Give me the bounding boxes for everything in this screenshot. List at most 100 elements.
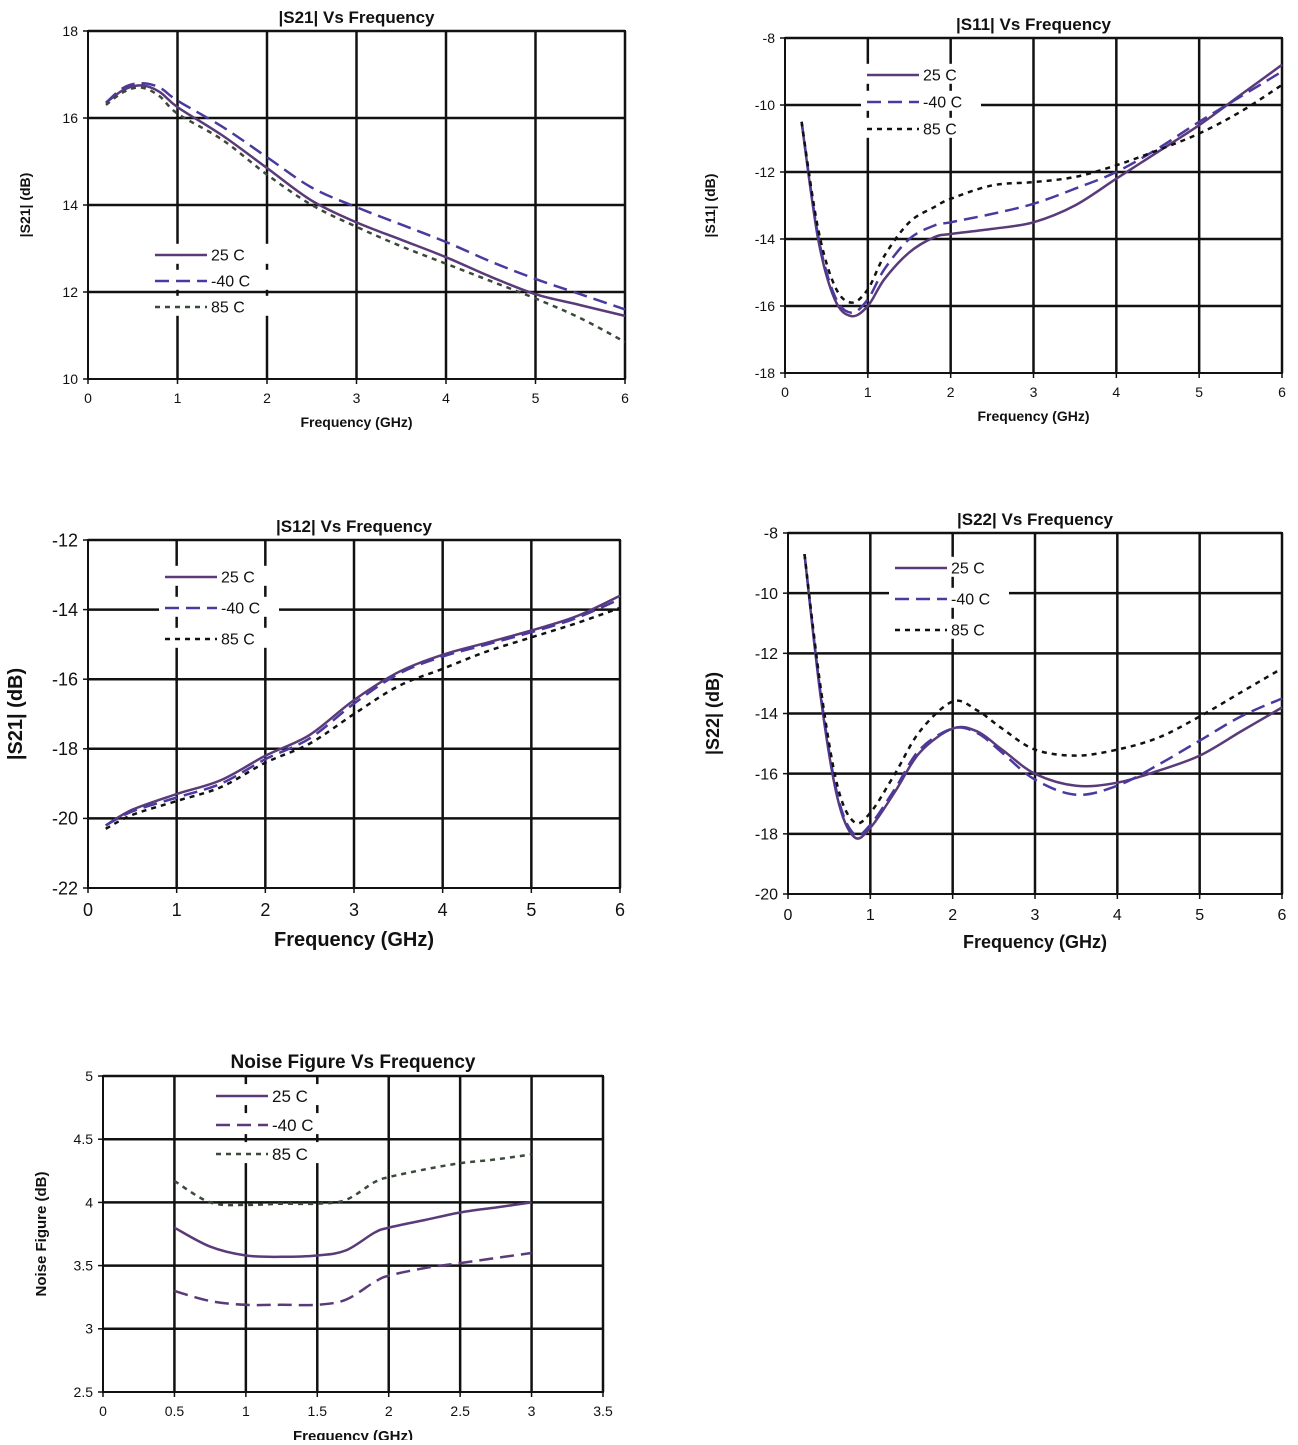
legend-bg (159, 627, 279, 648)
chart-title: |S21| Vs Frequency (279, 8, 436, 27)
x-tick-label: 6 (621, 390, 629, 406)
data-point (309, 737, 311, 739)
data-point (105, 104, 107, 106)
data-point (459, 1212, 461, 1214)
data-point (281, 1203, 283, 1205)
series-line (800, 70, 1283, 314)
data-point (919, 731, 921, 733)
data-point (1001, 749, 1003, 751)
data-point (356, 226, 358, 228)
plot-frame (102, 1075, 604, 1393)
data-point (908, 238, 910, 240)
chart-noise-figure: Noise Figure Vs Frequency 0 0.5 1 1.5 2 2.5 3 3.… (0, 1020, 649, 1445)
data-point (397, 685, 399, 687)
y-tick-label: -18 (755, 826, 778, 843)
data-point (1158, 770, 1160, 772)
data-point (919, 749, 921, 751)
x-tick-label: 1 (866, 907, 875, 924)
legend-bg (159, 596, 279, 617)
data-point (373, 1181, 375, 1183)
data-point (619, 607, 621, 609)
y-tick-label: -8 (764, 526, 778, 543)
data-point (311, 200, 313, 202)
series-line (803, 553, 1283, 837)
data-point (177, 113, 179, 115)
x-tick-label: 6 (1278, 384, 1286, 400)
data-point (495, 1158, 497, 1160)
legend-label: -40 C (221, 601, 260, 618)
legend-label: 85 C (923, 122, 957, 139)
data-point (264, 758, 266, 760)
data-point (531, 1201, 533, 1203)
data-point (1075, 755, 1077, 757)
data-point (908, 251, 910, 253)
data-point (1034, 749, 1036, 751)
legend-label: 25 C (951, 561, 985, 578)
legend-label: -40 C (923, 95, 962, 112)
data-point (353, 699, 355, 701)
data-point (619, 598, 621, 600)
data-point (353, 703, 355, 705)
data-point (105, 828, 107, 830)
data-point (131, 810, 133, 812)
data-point (804, 553, 806, 555)
data-point (123, 87, 125, 89)
data-point (836, 785, 838, 787)
data-point (894, 773, 896, 775)
data-point (159, 95, 161, 97)
x-tick-label: 2 (260, 900, 270, 920)
data-point (495, 1257, 497, 1259)
series-line (105, 84, 626, 318)
y-tick-label: 12 (62, 284, 78, 300)
x-tick-label: 0 (84, 390, 92, 406)
data-point (1033, 203, 1035, 205)
x-tick-label: 2 (263, 390, 271, 406)
data-point (801, 121, 803, 123)
data-point (459, 1162, 461, 1164)
chart-noise-figure-svg: Noise Figure Vs Frequency 0 0.5 1 1.5 2 2.5 3 3.… (33, 1052, 613, 1445)
data-point (177, 100, 179, 102)
x-tick-label: 0.5 (165, 1403, 185, 1419)
x-tick-label: 2.5 (450, 1403, 470, 1419)
legend-label: 85 C (951, 623, 985, 640)
series-line (803, 553, 1283, 840)
data-point (423, 1169, 425, 1171)
data-point (400, 239, 402, 241)
legend-bg (210, 1084, 330, 1106)
data-point (209, 1300, 211, 1302)
data-point (1240, 111, 1242, 113)
data-point (345, 1249, 347, 1251)
x-tick-label: 3 (353, 390, 361, 406)
legend-bg (149, 243, 269, 264)
chart-title: Noise Figure Vs Frequency (231, 1052, 476, 1073)
data-point (264, 762, 266, 764)
y-tick-label: 4.5 (74, 1131, 94, 1147)
y-tick-label: -18 (755, 365, 775, 381)
series-line (803, 553, 1283, 825)
data-point (894, 788, 896, 790)
data-point (176, 793, 178, 795)
data-point (883, 255, 885, 257)
data-point (220, 779, 222, 781)
x-axis-label: Frequency (GHz) (963, 932, 1107, 952)
legend-label: -40 C (951, 592, 990, 609)
data-point (1240, 691, 1242, 693)
data-point (400, 245, 402, 247)
x-tick-label: 4 (442, 390, 450, 406)
data-point (141, 87, 143, 89)
data-point (853, 821, 855, 823)
data-point (486, 643, 488, 645)
legend-bg (861, 63, 981, 84)
x-tick-label: 2 (385, 1403, 393, 1419)
data-point (991, 228, 993, 230)
data-point (131, 814, 133, 816)
data-point (530, 631, 532, 633)
data-point (530, 636, 532, 638)
x-tick-label: 3.5 (593, 1403, 613, 1419)
data-point (442, 656, 444, 658)
data-point (423, 1267, 425, 1269)
data-point (245, 1255, 247, 1257)
data-point (1157, 149, 1159, 151)
data-point (345, 1299, 347, 1301)
